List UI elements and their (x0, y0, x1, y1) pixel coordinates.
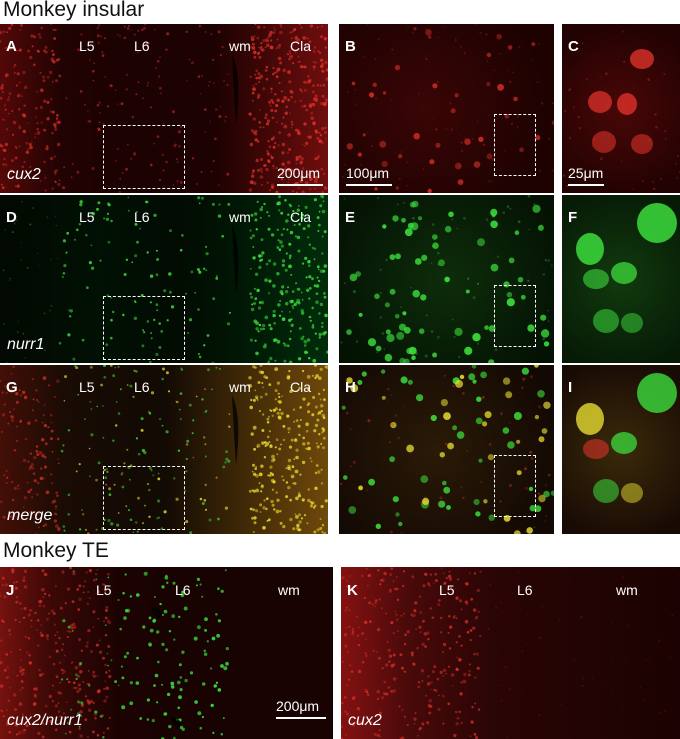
layer-label-wm-d: wm (229, 209, 251, 225)
panel-letter-i: I (568, 379, 573, 396)
section-title-insular: Monkey insular (3, 0, 145, 21)
panel-letter-c: C (568, 38, 579, 55)
nurr1-signal-e (340, 195, 553, 363)
panel-letter-a: A (6, 38, 17, 55)
nurr1-signal-d (2, 195, 328, 363)
scale-label-j: 200μm (276, 698, 320, 714)
layer-label-l5-a: L5 (79, 38, 95, 54)
merge-signal-i (576, 373, 677, 503)
layer-label-wm-j: wm (278, 582, 300, 598)
panel-i: I (562, 365, 680, 534)
panel-letter-h: H (345, 379, 356, 396)
layer-label-l6-d: L6 (134, 209, 150, 225)
panel-b: B 100μm (339, 24, 554, 193)
scale-label-a: 200μm (277, 165, 321, 181)
panel-letter-g: G (6, 379, 18, 396)
panel-g: G L5 L6 wm Cla merge (0, 365, 328, 534)
layer-label-l5-k: L5 (439, 582, 455, 598)
merge-signal-g (0, 365, 328, 534)
scale-bar-j (276, 717, 326, 719)
layer-label-l6-a: L6 (134, 38, 150, 54)
layer-label-l5-g: L5 (79, 379, 95, 395)
layer-label-cla-a: Cla (290, 38, 312, 54)
scale-bar-c (568, 184, 604, 186)
panel-letter-b: B (345, 38, 356, 55)
inset-box-e (494, 285, 536, 347)
inset-box-d (103, 296, 185, 360)
stain-label-g: merge (7, 507, 53, 524)
inset-box-a (103, 125, 185, 189)
panel-letter-f: F (568, 209, 578, 226)
cux2-signal-k (341, 567, 680, 739)
cux2-signal-c (562, 30, 680, 190)
scale-bar-b (346, 184, 392, 186)
panel-e: E (339, 195, 554, 363)
merge-signal-j (0, 567, 229, 739)
layer-label-l5-d: L5 (79, 209, 95, 225)
panel-f: F (562, 195, 680, 363)
stain-label-k: cux2 (348, 712, 382, 729)
layer-label-wm-k: wm (616, 582, 638, 598)
panel-letter-e: E (345, 209, 356, 226)
panel-j: J L5 L6 wm cux2/nurr1 200μm (0, 567, 333, 739)
section-title-te: Monkey TE (3, 539, 109, 562)
cux2-signal-b (340, 24, 554, 193)
layer-label-l6-g: L6 (134, 379, 150, 395)
inset-box-g (103, 466, 185, 530)
panel-a: A L5 L6 wm Cla cux2 200μm (0, 24, 328, 193)
stain-label-d: nurr1 (7, 336, 45, 353)
panel-letter-d: D (6, 209, 17, 226)
scale-label-b: 100μm (346, 165, 390, 181)
panel-letter-k: K (347, 582, 358, 599)
scale-bar-a (277, 184, 323, 186)
inset-box-h (494, 455, 536, 517)
stain-label-j: cux2/nurr1 (7, 712, 83, 729)
layer-label-l6-k: L6 (517, 582, 533, 598)
layer-label-l6-j: L6 (175, 582, 191, 598)
inset-box-b (494, 114, 536, 176)
layer-label-wm-g: wm (229, 379, 251, 395)
layer-label-cla-d: Cla (290, 209, 312, 225)
signal-fade-k (341, 567, 680, 739)
panel-h: H (339, 365, 554, 534)
scale-label-c: 25μm (568, 165, 604, 181)
cux2-signal-a (0, 24, 328, 193)
nurr1-signal-f (576, 203, 677, 333)
layer-label-l5-j: L5 (96, 582, 112, 598)
panel-letter-j: J (6, 582, 15, 599)
panel-d: D L5 L6 wm Cla nurr1 (0, 195, 328, 363)
stain-label-a: cux2 (7, 166, 41, 183)
layer-label-wm-a: wm (229, 38, 251, 54)
panel-k: K L5 L6 wm cux2 (341, 567, 680, 739)
panel-c: C 25μm (562, 24, 680, 193)
layer-label-cla-g: Cla (290, 379, 312, 395)
